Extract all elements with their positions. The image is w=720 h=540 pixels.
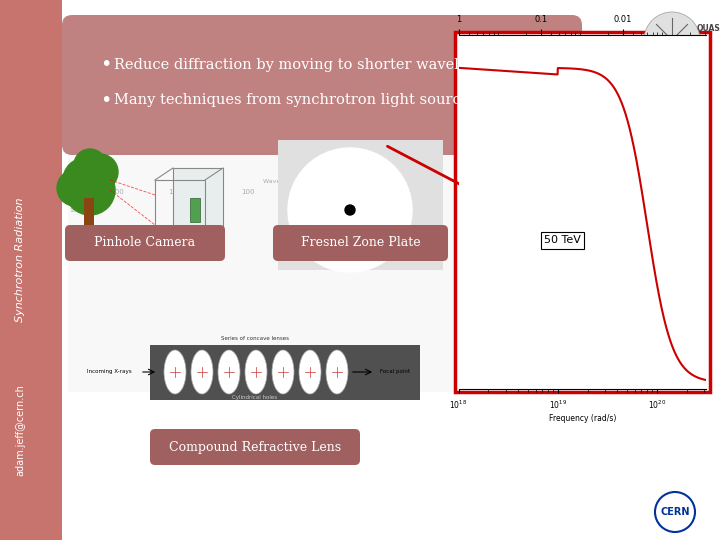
Text: adam.jeff@cern.ch: adam.jeff@cern.ch bbox=[15, 384, 25, 476]
Circle shape bbox=[295, 155, 405, 265]
Text: 10^2: 10^2 bbox=[372, 247, 389, 253]
Bar bbox=[278, 140, 443, 270]
Text: Focal point: Focal point bbox=[380, 369, 410, 375]
Text: 50 TeV: 50 TeV bbox=[544, 235, 581, 245]
Text: 10^2: 10^2 bbox=[70, 247, 86, 253]
Circle shape bbox=[57, 170, 93, 206]
Circle shape bbox=[65, 165, 115, 215]
Text: 100: 100 bbox=[241, 189, 255, 195]
Text: Pinhole Camera: Pinhole Camera bbox=[94, 237, 196, 249]
Bar bbox=[455, 32, 710, 392]
Text: •: • bbox=[100, 91, 112, 110]
Ellipse shape bbox=[164, 350, 186, 394]
Circle shape bbox=[344, 205, 356, 215]
Ellipse shape bbox=[272, 350, 294, 394]
Text: Many techniques from synchrotron light sources available: Many techniques from synchrotron light s… bbox=[114, 93, 548, 107]
Circle shape bbox=[320, 180, 380, 240]
Circle shape bbox=[292, 152, 408, 268]
Circle shape bbox=[302, 162, 398, 258]
Ellipse shape bbox=[245, 350, 267, 394]
Text: Compound Refractive Lens: Compound Refractive Lens bbox=[169, 441, 341, 454]
Circle shape bbox=[341, 201, 359, 219]
Circle shape bbox=[82, 154, 118, 190]
Circle shape bbox=[74, 149, 106, 181]
Ellipse shape bbox=[218, 350, 240, 394]
Text: Cylindrical holes: Cylindrical holes bbox=[233, 395, 278, 400]
Circle shape bbox=[306, 166, 395, 254]
Text: QUASAR: QUASAR bbox=[697, 24, 720, 32]
Text: Wavelength (nm): Wavelength (nm) bbox=[263, 179, 317, 185]
Text: Fresnel Zone Plate: Fresnel Zone Plate bbox=[301, 237, 420, 249]
Bar bbox=[0, 0, 62, 540]
Circle shape bbox=[312, 173, 387, 247]
Text: Frequency (rad/s): Frequency (rad/s) bbox=[262, 381, 318, 386]
Circle shape bbox=[327, 187, 373, 233]
Bar bbox=[190, 198, 200, 222]
Polygon shape bbox=[155, 228, 223, 240]
Circle shape bbox=[644, 12, 700, 68]
Text: 10^4: 10^4 bbox=[70, 207, 86, 213]
Circle shape bbox=[323, 183, 377, 237]
Bar bbox=[150, 345, 420, 400]
Ellipse shape bbox=[191, 350, 213, 394]
Circle shape bbox=[330, 191, 369, 229]
Circle shape bbox=[316, 176, 384, 244]
Text: Synchrotron Radiation: Synchrotron Radiation bbox=[15, 198, 25, 322]
Circle shape bbox=[345, 205, 355, 215]
Text: Reduce diffraction by moving to shorter wavelengths: Reduce diffraction by moving to shorter … bbox=[114, 58, 509, 72]
FancyBboxPatch shape bbox=[62, 15, 582, 155]
Bar bbox=[84, 198, 94, 233]
Polygon shape bbox=[173, 168, 223, 228]
Text: 10,000: 10,000 bbox=[99, 189, 125, 195]
Circle shape bbox=[334, 194, 366, 226]
FancyBboxPatch shape bbox=[65, 225, 225, 261]
FancyBboxPatch shape bbox=[150, 429, 360, 465]
Circle shape bbox=[63, 158, 107, 202]
Circle shape bbox=[338, 198, 363, 222]
Text: Incoming X-rays: Incoming X-rays bbox=[87, 369, 132, 375]
Ellipse shape bbox=[299, 350, 321, 394]
Text: 1,000: 1,000 bbox=[168, 189, 188, 195]
Text: •: • bbox=[100, 56, 112, 75]
FancyBboxPatch shape bbox=[273, 225, 448, 261]
Ellipse shape bbox=[326, 350, 348, 394]
Text: 10^4: 10^4 bbox=[372, 207, 389, 213]
X-axis label: Frequency (rad/s): Frequency (rad/s) bbox=[549, 414, 616, 422]
Text: Series of concave lenses: Series of concave lenses bbox=[221, 335, 289, 341]
Circle shape bbox=[288, 148, 412, 272]
Text: CERN: CERN bbox=[660, 507, 690, 517]
Circle shape bbox=[348, 208, 352, 212]
Circle shape bbox=[309, 169, 391, 251]
Bar bbox=[68, 152, 458, 392]
Circle shape bbox=[299, 159, 402, 261]
